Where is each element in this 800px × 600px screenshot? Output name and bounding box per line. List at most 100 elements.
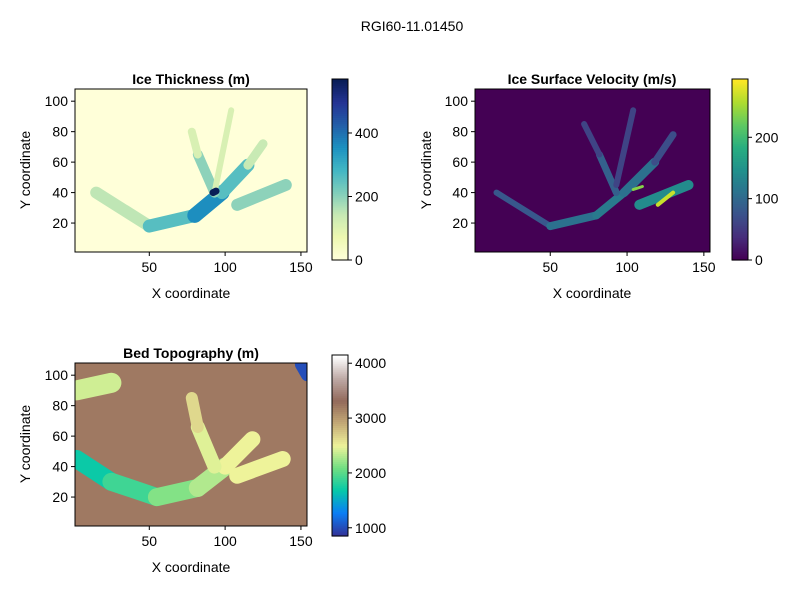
ice-thickness-colorbar-segment (332, 93, 348, 96)
ice-velocity-colorbar-segment (732, 219, 748, 223)
bed-topography-colorbar-segment (332, 411, 348, 414)
bed-topography-colorbar-segment (332, 455, 348, 459)
ice-velocity-colorbar-segment (732, 111, 748, 114)
bed-topography-colorbar-segment (332, 431, 348, 435)
bed-topography-colorbar-segment (332, 417, 348, 420)
ice-velocity-colorbar-segment (732, 199, 748, 203)
bed-topography-colorbar-segment (332, 393, 348, 396)
ice-thickness-colorbar-segment (332, 107, 348, 110)
ice-velocity-colorbar-segment (732, 153, 748, 157)
ice-velocity-colorbar-segment (732, 125, 748, 128)
bed-topography-xlabel: X coordinate (152, 559, 231, 575)
bed-topography-panel: Bed Topography (m) 50 100 150 20 40 60 80 100 X… (17, 345, 386, 575)
ice-thickness-frame (74, 88, 308, 253)
ice-velocity-colorbar-segment (732, 223, 748, 227)
ice-thickness-feature (231, 179, 292, 211)
ice-thickness-colorbar-segment (332, 113, 348, 116)
ice-thickness-colorbar-segment (332, 241, 348, 245)
ice-thickness-feature (192, 149, 220, 198)
ice-velocity-colorbar-segment (732, 129, 748, 132)
ice-velocity-colorbar-segment (732, 217, 748, 221)
ice-thickness-colorbar-segment (332, 101, 348, 104)
ice-thickness-ytick-label: 20 (52, 215, 68, 231)
ice-velocity-colorbar-segment (732, 135, 748, 138)
ice-velocity-colorbar-segment (732, 209, 748, 213)
ice-velocity-feature (634, 180, 694, 210)
ice-thickness-colorbar-segment (332, 121, 348, 124)
ice-velocity-colorbar-tick-label: 200 (755, 129, 779, 145)
ice-velocity-colorbar-segment (732, 99, 748, 102)
ice-thickness-colorbar-segment (332, 111, 348, 114)
bed-topography-colorbar-segment (332, 501, 348, 505)
ice-thickness-feature (142, 208, 202, 233)
bed-topography-colorbar-segment (332, 447, 348, 451)
ice-thickness-colorbar-segment (332, 231, 348, 235)
ice-velocity-colorbar-segment (732, 215, 748, 219)
ice-velocity-colorbar-segment (732, 225, 748, 229)
ice-thickness-colorbar-segment (332, 141, 348, 144)
ice-velocity-colorbar-segment (732, 169, 748, 173)
ice-velocity-colorbar-segment (732, 203, 748, 207)
ice-velocity-colorbar-segment (732, 97, 748, 100)
ice-thickness-colorbar-segment (332, 169, 348, 173)
bed-topography-colorbar-segment (332, 427, 348, 431)
bed-topography-colorbar-segment (332, 359, 348, 362)
ice-thickness-colorbar-segment (332, 221, 348, 225)
ice-thickness-colorbar-segment (332, 105, 348, 108)
ice-thickness-ticks: 50 100 150 20 40 60 80 100 (45, 93, 313, 275)
ice-velocity-colorbar-segment (732, 147, 748, 150)
ice-velocity-colorbar-segment (732, 93, 748, 96)
ice-velocity-colorbar-segment (732, 249, 748, 253)
bed-topography-colorbar-segment (332, 487, 348, 491)
ice-velocity-colorbar-segment (732, 243, 748, 247)
bed-topography-colorbar-segment (332, 521, 348, 525)
ice-thickness-colorbar-tick-label: 200 (355, 188, 379, 204)
ice-thickness-colorbar-segment (332, 199, 348, 203)
ice-thickness-colorbar-segment (332, 109, 348, 112)
ice-velocity-colorbar-segment (732, 237, 748, 241)
ice-thickness-feature (215, 158, 255, 200)
ice-velocity-feature (631, 185, 644, 191)
ice-velocity-ticks: 50 100 150 20 40 60 80 100 (445, 93, 716, 275)
ice-thickness-feature (187, 127, 202, 159)
bed-topography-colorbar-segment (332, 385, 348, 388)
ice-thickness-colorbar-segment (332, 173, 348, 177)
ice-velocity-colorbar: 0 100 200 (731, 78, 779, 268)
bed-topography-title: Bed Topography (m) (123, 345, 259, 361)
ice-velocity-colorbar-segment (732, 133, 748, 136)
ice-thickness-colorbar-segment (332, 117, 348, 120)
ice-velocity-colorbar-segment (732, 149, 748, 152)
bed-topography-feature (229, 451, 291, 484)
ice-velocity-colorbar-segment (732, 85, 748, 88)
ice-thickness-colorbar-segment (332, 211, 348, 215)
ice-thickness-colorbar-frame (331, 78, 349, 261)
ice-velocity-colorbar-segment (732, 201, 748, 205)
ice-thickness-xtick-label: 150 (289, 259, 313, 275)
bed-topography-colorbar-segment (332, 525, 348, 529)
bed-topography-colorbar-segment (332, 489, 348, 493)
ice-thickness-colorbar-segment (332, 99, 348, 102)
ice-thickness-colorbar-segment (332, 251, 348, 255)
ice-thickness-colorbar-segment (332, 245, 348, 249)
ice-thickness-feature (243, 139, 268, 170)
ice-thickness-colorbar-segment (332, 157, 348, 161)
ice-velocity-colorbar-segment (732, 177, 748, 181)
bed-topography-colorbar-tick-label: 3000 (355, 410, 386, 426)
ice-thickness-xlabel: X coordinate (152, 285, 231, 301)
ice-velocity-ytick-label: 100 (445, 93, 469, 109)
bed-topography-colorbar: 1000 2000 3000 4000 (331, 354, 386, 537)
ice-velocity-colorbar-segment (732, 211, 748, 215)
ice-velocity-colorbar-tick-label: 100 (755, 191, 779, 207)
ice-velocity-colorbar-segment (732, 165, 748, 169)
ice-thickness-colorbar-segment (332, 193, 348, 197)
ice-thickness-colorbar-segment (332, 165, 348, 169)
ice-thickness-colorbar-segment (332, 187, 348, 191)
bed-topography-colorbar-segment (332, 367, 348, 370)
ice-velocity-xlabel: X coordinate (553, 285, 632, 301)
ice-thickness-xtick-label: 50 (142, 259, 158, 275)
ice-thickness-ytick-label: 40 (52, 185, 68, 201)
ice-velocity-colorbar-segment (732, 127, 748, 130)
ice-velocity-colorbar-segment (732, 255, 748, 259)
ice-velocity-colorbar-segment (732, 141, 748, 144)
ice-thickness-colorbar-segment (332, 223, 348, 227)
